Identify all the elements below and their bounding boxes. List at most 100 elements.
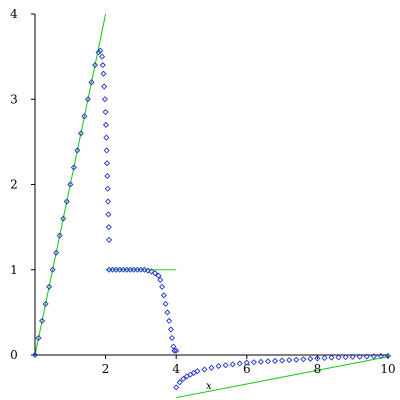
data-point bbox=[88, 79, 95, 86]
data-point bbox=[236, 360, 243, 367]
data-point bbox=[335, 354, 342, 361]
data-point bbox=[349, 353, 356, 360]
data-point bbox=[63, 198, 70, 205]
data-point bbox=[167, 326, 174, 333]
data-point bbox=[49, 266, 56, 273]
data-point bbox=[314, 355, 321, 362]
data-point bbox=[356, 353, 363, 360]
data-point bbox=[102, 121, 109, 128]
x-axis-label: x bbox=[206, 381, 212, 392]
fit-line bbox=[176, 356, 389, 399]
data-point bbox=[286, 357, 293, 364]
data-point bbox=[74, 147, 81, 154]
data-point bbox=[170, 343, 177, 350]
data-point bbox=[171, 347, 178, 354]
data-point bbox=[106, 236, 113, 243]
data-point bbox=[101, 83, 108, 90]
data-point bbox=[293, 356, 300, 363]
data-point bbox=[377, 352, 384, 360]
x-tick-label: 2 bbox=[102, 362, 110, 376]
data-point bbox=[105, 224, 112, 231]
data-point bbox=[97, 47, 104, 54]
data-points bbox=[31, 47, 392, 391]
data-point bbox=[101, 96, 108, 103]
axes bbox=[34, 14, 388, 356]
data-point bbox=[99, 62, 106, 69]
fit-line bbox=[34, 13, 107, 356]
y-tick-label: 2 bbox=[10, 178, 18, 192]
fit-lines bbox=[34, 13, 389, 399]
data-point bbox=[105, 198, 112, 205]
y-tick-label: 1 bbox=[10, 263, 18, 277]
data-point bbox=[56, 232, 63, 239]
data-point bbox=[70, 164, 77, 171]
data-point bbox=[250, 359, 257, 366]
data-point bbox=[243, 359, 250, 366]
data-point bbox=[208, 364, 215, 371]
data-point bbox=[164, 309, 171, 316]
data-point bbox=[157, 276, 164, 284]
data-point bbox=[194, 368, 201, 375]
data-point bbox=[99, 53, 106, 60]
data-point bbox=[222, 362, 229, 369]
data-point bbox=[155, 272, 162, 279]
y-tick-label: 3 bbox=[10, 92, 18, 106]
data-point bbox=[384, 352, 392, 359]
data-point bbox=[103, 160, 111, 167]
data-point bbox=[42, 300, 49, 307]
data-point bbox=[168, 334, 176, 341]
data-point bbox=[272, 357, 279, 365]
data-point bbox=[160, 292, 167, 299]
y-tick-label: 0 bbox=[10, 348, 18, 362]
data-point bbox=[363, 353, 370, 360]
data-point bbox=[257, 358, 264, 365]
data-point bbox=[264, 358, 272, 365]
data-point bbox=[67, 181, 74, 188]
data-point bbox=[307, 355, 314, 362]
data-point bbox=[173, 347, 180, 354]
data-point bbox=[148, 268, 155, 275]
data-point bbox=[100, 70, 107, 77]
data-point bbox=[279, 357, 286, 364]
data-point bbox=[103, 134, 110, 141]
data-point bbox=[159, 283, 166, 290]
data-point bbox=[342, 354, 349, 361]
x-tick-label: 6 bbox=[243, 362, 251, 376]
x-tick-label: 10 bbox=[380, 362, 395, 376]
data-point bbox=[166, 317, 173, 324]
data-point bbox=[81, 113, 88, 120]
data-point bbox=[328, 354, 335, 361]
data-point bbox=[180, 375, 187, 382]
data-point bbox=[104, 172, 111, 180]
data-point bbox=[215, 363, 222, 370]
data-point bbox=[53, 249, 60, 256]
data-point bbox=[144, 267, 151, 274]
data-point bbox=[95, 49, 102, 56]
data-point bbox=[229, 361, 236, 368]
x-tick-label: 4 bbox=[172, 362, 180, 376]
data-point bbox=[91, 62, 99, 69]
data-point bbox=[370, 353, 377, 360]
data-point bbox=[31, 351, 39, 359]
data-point bbox=[162, 300, 169, 307]
data-point bbox=[39, 317, 46, 324]
data-point bbox=[201, 366, 208, 373]
data-point bbox=[176, 379, 183, 386]
data-point bbox=[35, 334, 42, 341]
data-point bbox=[77, 130, 84, 137]
data-point bbox=[300, 356, 307, 363]
data-point bbox=[102, 109, 109, 116]
data-point bbox=[321, 354, 328, 362]
data-point bbox=[141, 266, 148, 273]
data-point bbox=[46, 283, 53, 290]
y-tick-label: 4 bbox=[10, 7, 18, 21]
data-point bbox=[173, 384, 180, 391]
data-point bbox=[84, 96, 91, 103]
data-point bbox=[105, 211, 112, 218]
x-tick-label: 8 bbox=[314, 362, 322, 376]
data-point bbox=[103, 147, 110, 154]
axis-ticks: 2 4 6 8 10 0 1 2 3 4 bbox=[10, 7, 395, 376]
data-point bbox=[151, 270, 159, 277]
data-point bbox=[60, 215, 67, 222]
